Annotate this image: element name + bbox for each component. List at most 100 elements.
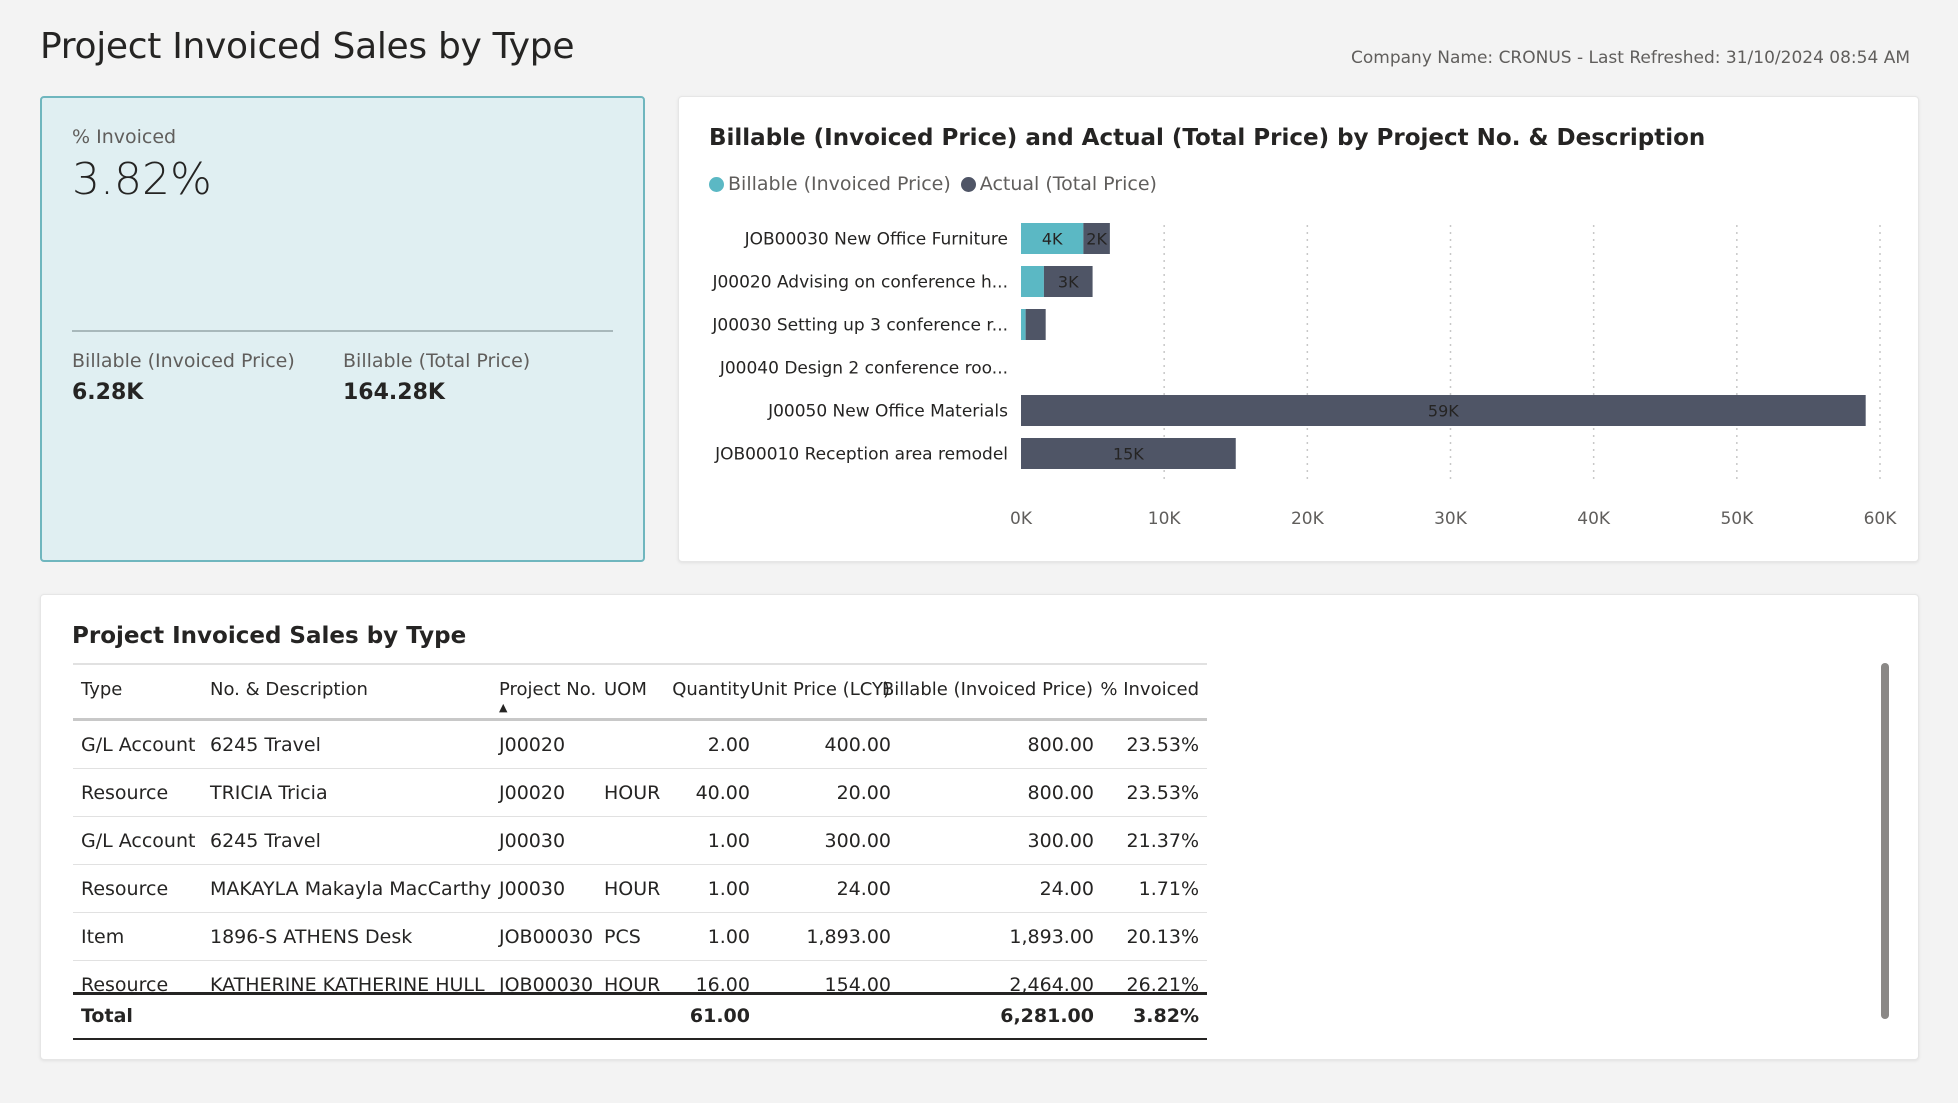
table-total-row: Total 61.00 6,281.00 3.82% xyxy=(73,992,1207,1040)
kpi-card[interactable]: % Invoiced 3.82% Billable (Invoiced Pric… xyxy=(40,96,645,562)
column-header-type[interactable]: Type xyxy=(81,679,123,700)
total-label: Total xyxy=(81,1005,133,1027)
column-header-uom[interactable]: UOM xyxy=(604,679,647,700)
data-label: 4K xyxy=(1042,230,1063,249)
table-row[interactable]: Item 1896-S ATHENS Desk JOB00030 PCS 1.00 1,8… xyxy=(73,913,1207,961)
x-tick-label: 30K xyxy=(1434,509,1468,529)
cell-description: KATHERINE KATHERINE HULL xyxy=(210,974,485,992)
cell-uom: HOUR xyxy=(604,974,661,992)
table-row[interactable]: G/L Account 6245 Travel J00030 1.00 300.00 30… xyxy=(73,817,1207,865)
bar-actual[interactable] xyxy=(1021,395,1866,426)
kpi-label: % Invoiced xyxy=(72,126,177,148)
data-label: 3K xyxy=(1058,273,1079,292)
cell-description: 6245 Travel xyxy=(210,734,321,756)
data-label: 15K xyxy=(1113,445,1144,464)
column-header-billable-invoiced[interactable]: Billable (Invoiced Price) xyxy=(881,679,1093,700)
bar-actual[interactable] xyxy=(1025,309,1046,340)
cell-project-no: J00020 xyxy=(499,734,566,756)
table-row[interactable]: Resource KATHERINE KATHERINE HULL JOB00030… xyxy=(73,961,1207,992)
cell-unit-price: 20.00 xyxy=(836,782,891,804)
cell-project-no: JOB00030 xyxy=(499,974,594,992)
cell-unit-price: 400.00 xyxy=(824,734,891,756)
cell-billable: 2,464.00 xyxy=(1009,974,1094,992)
x-tick-label: 50K xyxy=(1720,509,1754,529)
cell-type: Item xyxy=(81,926,125,948)
data-label: 59K xyxy=(1428,402,1459,421)
cell-unit-price: 1,893.00 xyxy=(806,926,891,948)
cell-billable: 800.00 xyxy=(1027,734,1094,756)
y-category-label: J00050 New Office Materials xyxy=(767,402,1008,422)
table-card[interactable]: Project Invoiced Sales by Type Type No. … xyxy=(40,594,1919,1060)
cell-quantity: 1.00 xyxy=(707,878,750,900)
cell-quantity: 40.00 xyxy=(695,782,750,804)
legend-label: Billable (Invoiced Price) xyxy=(728,173,951,195)
y-category-label: JOB00030 New Office Furniture xyxy=(744,230,1008,250)
vertical-scrollbar[interactable] xyxy=(1881,663,1889,1019)
cell-project-no: J00030 xyxy=(499,878,566,900)
cell-type: Resource xyxy=(81,782,169,804)
bar-actual[interactable] xyxy=(1043,266,1093,297)
x-tick-label: 0K xyxy=(1010,509,1033,529)
total-quantity: 61.00 xyxy=(689,1005,750,1027)
y-category-label: J00020 Advising on conference h... xyxy=(711,273,1008,293)
bar-billable[interactable] xyxy=(1021,266,1044,297)
column-header-description[interactable]: No. & Description xyxy=(210,679,368,700)
cell-billable: 24.00 xyxy=(1039,878,1094,900)
bar-chart[interactable]: 0K 10K 20K 30K 40K 50K 60K JOB00030 New Office … xyxy=(679,97,1920,563)
cell-type: G/L Account xyxy=(81,734,196,756)
x-tick-label: 10K xyxy=(1148,509,1182,529)
kpi-billable-total: Billable (Total Price) 164.28K xyxy=(343,350,530,405)
chart-card[interactable]: 0K 10K 20K 30K 40K 50K 60K JOB00030 New Office … xyxy=(678,96,1919,562)
x-tick-label: 40K xyxy=(1577,509,1611,529)
total-billable: 6,281.00 xyxy=(1000,1005,1094,1027)
cell-quantity: 1.00 xyxy=(707,830,750,852)
cell-quantity: 16.00 xyxy=(695,974,750,992)
cell-percent: 26.21% xyxy=(1126,974,1199,992)
chart-legend: Billable (Invoiced Price) Actual (Total … xyxy=(709,173,1157,195)
cell-unit-price: 154.00 xyxy=(824,974,891,992)
cell-project-no: J00030 xyxy=(499,830,566,852)
cell-quantity: 1.00 xyxy=(707,926,750,948)
kpi-divider xyxy=(72,330,613,332)
cell-uom: PCS xyxy=(604,926,641,948)
sort-ascending-icon[interactable]: ▲ xyxy=(499,701,508,714)
y-category-label: J00030 Setting up 3 conference r... xyxy=(711,316,1008,336)
table-row[interactable]: Resource TRICIA Tricia J00020 HOUR 40.00 20.0… xyxy=(73,769,1207,817)
cell-percent: 23.53% xyxy=(1126,734,1199,756)
legend-dot-icon xyxy=(709,176,724,192)
cell-description: 6245 Travel xyxy=(210,830,321,852)
legend-item-actual[interactable]: Actual (Total Price) xyxy=(960,173,1157,195)
cell-uom: HOUR xyxy=(604,878,661,900)
cell-description: MAKAYLA Makayla MacCarthy xyxy=(210,878,492,900)
page-title: Project Invoiced Sales by Type xyxy=(40,26,575,67)
cell-description: 1896-S ATHENS Desk xyxy=(210,926,413,948)
column-header-percent-invoiced[interactable]: % Invoiced xyxy=(1100,679,1199,700)
column-header-unit-price[interactable]: Unit Price (LCY) xyxy=(750,679,890,700)
legend-item-billable[interactable]: Billable (Invoiced Price) xyxy=(709,173,951,195)
table-row[interactable]: Resource MAKAYLA Makayla MacCarthy J00030 H… xyxy=(73,865,1207,913)
cell-description: TRICIA Tricia xyxy=(210,782,328,804)
column-header-quantity[interactable]: Quantity xyxy=(672,679,750,700)
cell-percent: 23.53% xyxy=(1126,782,1199,804)
legend-dot-icon xyxy=(960,176,976,192)
kpi-sub-label: Billable (Total Price) xyxy=(343,350,531,372)
table-row[interactable]: G/L Account 6245 Travel J00020 2.00 400.00 80… xyxy=(73,721,1207,769)
kpi-billable-invoiced: Billable (Invoiced Price) 6.28K xyxy=(72,350,295,405)
x-tick-label: 20K xyxy=(1291,509,1325,529)
bar-actual[interactable] xyxy=(1083,223,1110,254)
data-label: 2K xyxy=(1086,230,1107,249)
y-category-label: JOB00010 Reception area remodel xyxy=(714,445,1008,465)
bar-billable[interactable] xyxy=(1021,223,1084,254)
cell-percent: 20.13% xyxy=(1126,926,1199,948)
x-tick-label: 60K xyxy=(1864,509,1898,529)
refresh-info: Company Name: CRONUS - Last Refreshed: 3… xyxy=(1351,48,1910,68)
column-header-project-no[interactable]: Project No. xyxy=(499,679,597,700)
data-table: Type No. & Description Project No. ▲ UOM… xyxy=(73,663,1207,1040)
bar-actual[interactable] xyxy=(1021,438,1236,469)
kpi-sub-value: 164.28K xyxy=(343,380,445,405)
bar-billable[interactable] xyxy=(1021,309,1026,340)
cell-type: Resource xyxy=(81,878,169,900)
table-body: G/L Account 6245 Travel J00020 2.00 400.00 80… xyxy=(73,721,1207,992)
cell-project-no: J00020 xyxy=(499,782,566,804)
cell-billable: 300.00 xyxy=(1027,830,1094,852)
